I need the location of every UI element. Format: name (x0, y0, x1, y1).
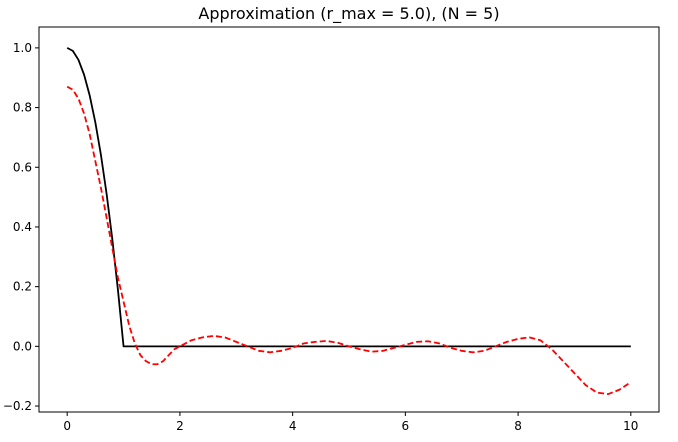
y-axis: −0.2 0.0 0.2 0.4 0.6 0.8 1.0 (3, 41, 39, 413)
y-tick-label: 0.8 (13, 101, 32, 115)
y-tick-label: 0.6 (13, 160, 32, 174)
x-tick-label: 10 (623, 419, 638, 433)
y-tick-label: 0.2 (13, 280, 32, 294)
chart-title: Approximation (r_max = 5.0), (N = 5) (198, 4, 499, 24)
x-axis: 0 2 4 6 8 10 (63, 412, 638, 433)
series-line-1 (66, 47, 631, 348)
series-layer (66, 47, 632, 395)
plot-frame (38, 26, 660, 413)
y-tick-label: 0.0 (13, 339, 32, 353)
x-tick-label: 2 (176, 419, 184, 433)
x-tick-label: 4 (289, 419, 297, 433)
y-tick-label: −0.2 (3, 399, 32, 413)
x-tick-label: 8 (514, 419, 522, 433)
y-tick-label: 0.4 (13, 220, 32, 234)
y-tick-label: 1.0 (13, 41, 32, 55)
x-tick-label: 6 (402, 419, 410, 433)
x-tick-label: 0 (63, 419, 71, 433)
series-line-2 (66, 85, 632, 395)
